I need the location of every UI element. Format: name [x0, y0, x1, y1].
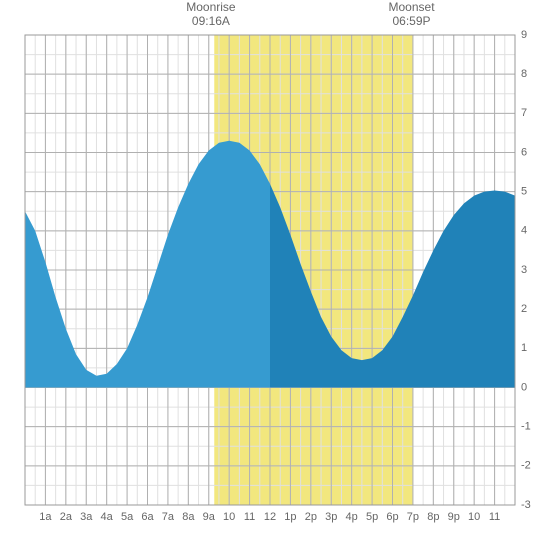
y-tick-label: 3 [521, 264, 527, 276]
x-tick-label: 1p [284, 511, 296, 523]
y-tick-label: 1 [521, 342, 527, 354]
moonrise-title: Moonrise [186, 0, 235, 14]
y-tick-label: 0 [521, 381, 527, 393]
y-tick-label: -1 [521, 421, 531, 433]
y-tick-label: 6 [521, 146, 527, 158]
x-tick-label: 5a [121, 511, 134, 523]
y-tick-label: 9 [521, 29, 527, 41]
moonrise-label: Moonrise 09:16A [186, 0, 235, 28]
y-tick-label: 4 [521, 225, 527, 237]
x-tick-label: 2p [305, 511, 317, 523]
x-tick-label: 2a [60, 511, 73, 523]
x-tick-label: 9a [203, 511, 216, 523]
x-tick-label: 5p [366, 511, 378, 523]
y-tick-label: -2 [521, 460, 531, 472]
x-tick-label: 9p [448, 511, 460, 523]
x-tick-label: 10 [223, 511, 235, 523]
moonrise-time: 09:16A [192, 14, 230, 28]
x-tick-label: 8a [182, 511, 195, 523]
x-tick-label: 6p [386, 511, 398, 523]
y-tick-label: 8 [521, 68, 527, 80]
x-tick-label: 11 [489, 511, 500, 523]
x-tick-label: 6a [141, 511, 154, 523]
x-tick-label: 11 [244, 511, 255, 523]
moonset-time: 06:59P [392, 14, 430, 28]
moonset-label: Moonset 06:59P [389, 0, 435, 28]
x-tick-label: 1a [39, 511, 52, 523]
x-tick-label: 3p [325, 511, 337, 523]
tide-chart-container: Moonrise 09:16A Moonset 06:59P -3-2-1012… [0, 0, 550, 550]
y-tick-label: -3 [521, 499, 531, 511]
x-tick-label: 3a [80, 511, 93, 523]
y-tick-label: 2 [521, 303, 527, 315]
tide-chart: -3-2-101234567891a2a3a4a5a6a7a8a9a101112… [0, 0, 550, 550]
x-tick-label: 4a [101, 511, 114, 523]
x-tick-label: 10 [468, 511, 480, 523]
x-tick-label: 7a [162, 511, 175, 523]
moonset-title: Moonset [389, 0, 435, 14]
x-tick-label: 8p [427, 511, 439, 523]
y-tick-label: 7 [521, 107, 527, 119]
x-tick-label: 4p [346, 511, 358, 523]
x-tick-label: 12 [264, 511, 276, 523]
y-tick-label: 5 [521, 186, 527, 198]
x-tick-label: 7p [407, 511, 419, 523]
